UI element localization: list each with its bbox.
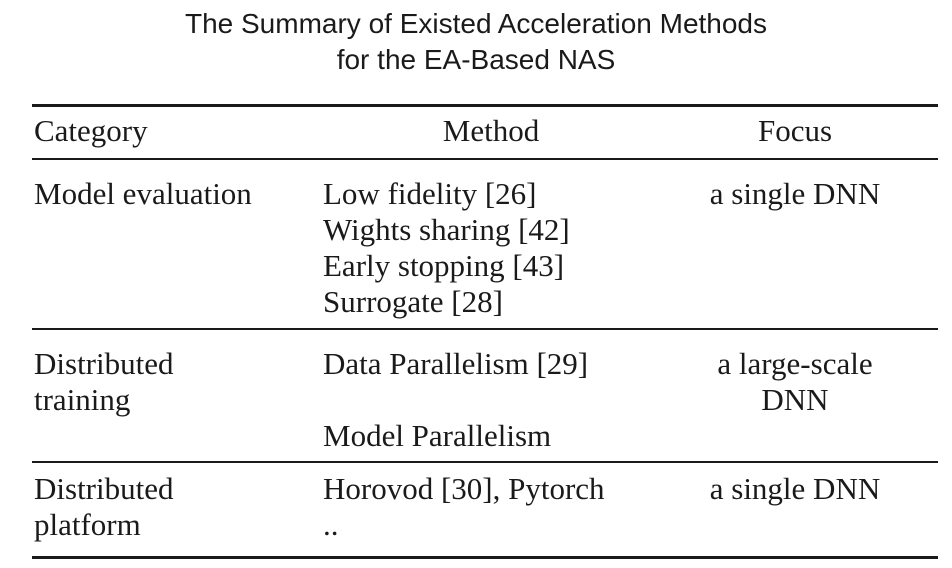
category-line: training: [34, 382, 131, 417]
row-1-focus: a single DNN: [660, 176, 930, 212]
row-1-method: Low fidelity [26] Wights sharing [42] Ea…: [323, 176, 570, 320]
caption-line-1: The Summary of Existed Acceleration Meth…: [184, 8, 768, 39]
row-2-rule: [32, 461, 938, 463]
header-rule: [32, 158, 938, 160]
method-line: Horovod [30], Pytorch: [323, 471, 605, 506]
focus-line: DNN: [761, 382, 829, 417]
category-line: Distributed: [34, 471, 174, 506]
method-line: [323, 382, 588, 418]
method-line: Wights sharing [42]: [323, 212, 570, 247]
method-line: Data Parallelism [29]: [323, 346, 589, 381]
category-line: Distributed: [34, 346, 174, 381]
row-3-focus: a single DNN: [660, 471, 930, 507]
header-category: Category: [34, 113, 148, 148]
row-2-focus: a large-scale DNN: [660, 346, 930, 418]
row-1-category: Model evaluation: [34, 176, 252, 212]
row-3-category: Distributed platform: [34, 471, 174, 543]
method-line: ..: [323, 507, 339, 542]
header-focus: Focus: [757, 113, 833, 148]
method-line: Early stopping [43]: [323, 248, 565, 283]
row-3-method: Horovod [30], Pytorch ..: [323, 471, 605, 543]
table-caption: The Summary of Existed Acceleration Meth…: [0, 6, 952, 78]
method-line: Surrogate [28]: [323, 284, 503, 319]
bottom-rule: [32, 556, 938, 559]
top-rule: [32, 104, 938, 107]
row-1-rule: [32, 328, 938, 330]
focus-line: a large-scale: [717, 346, 873, 381]
caption-line-2: for the EA-Based NAS: [336, 44, 616, 75]
method-line: Model Parallelism: [323, 418, 552, 453]
row-2-category: Distributed training: [34, 346, 174, 418]
focus-line: a single DNN: [709, 176, 881, 211]
header-method: Method: [442, 113, 540, 148]
category-line: platform: [34, 507, 141, 542]
method-line: Low fidelity [26]: [323, 176, 537, 211]
row-2-method: Data Parallelism [29] Model Parallelism: [323, 346, 588, 454]
category-line: Model evaluation: [34, 176, 252, 211]
focus-line: a single DNN: [709, 471, 881, 506]
